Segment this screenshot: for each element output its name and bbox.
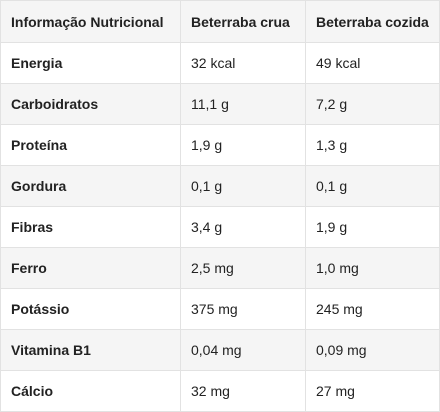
cooked-value: 245 mg xyxy=(305,288,440,330)
table-row: Vitamina B1 0,04 mg 0,09 mg xyxy=(0,329,440,371)
table-row: Gordura 0,1 g 0,1 g xyxy=(0,165,440,207)
table-body: Energia 32 kcal 49 kcal Carboidratos 11,… xyxy=(0,42,440,412)
table-row: Carboidratos 11,1 g 7,2 g xyxy=(0,83,440,125)
cooked-value: 0,1 g xyxy=(305,165,440,207)
header-nutrient: Informação Nutricional xyxy=(0,0,181,43)
raw-value: 375 mg xyxy=(180,288,306,330)
cooked-value: 0,09 mg xyxy=(305,329,440,371)
header-raw-beet: Beterraba crua xyxy=(180,0,306,43)
raw-value: 32 kcal xyxy=(180,42,306,84)
nutrient-name: Ferro xyxy=(0,247,181,289)
cooked-value: 27 mg xyxy=(305,370,440,412)
nutrient-name: Cálcio xyxy=(0,370,181,412)
raw-value: 11,1 g xyxy=(180,83,306,125)
table-row: Potássio 375 mg 245 mg xyxy=(0,288,440,330)
nutrient-name: Potássio xyxy=(0,288,181,330)
nutrient-name: Vitamina B1 xyxy=(0,329,181,371)
raw-value: 0,1 g xyxy=(180,165,306,207)
table-row: Ferro 2,5 mg 1,0 mg xyxy=(0,247,440,289)
table-row: Proteína 1,9 g 1,3 g xyxy=(0,124,440,166)
raw-value: 32 mg xyxy=(180,370,306,412)
raw-value: 3,4 g xyxy=(180,206,306,248)
nutrient-name: Gordura xyxy=(0,165,181,207)
header-row: Informação Nutricional Beterraba crua Be… xyxy=(0,0,440,43)
cooked-value: 1,3 g xyxy=(305,124,440,166)
cooked-value: 1,0 mg xyxy=(305,247,440,289)
cooked-value: 49 kcal xyxy=(305,42,440,84)
table-header: Informação Nutricional Beterraba crua Be… xyxy=(0,0,440,43)
table-row: Energia 32 kcal 49 kcal xyxy=(0,42,440,84)
table-row: Cálcio 32 mg 27 mg xyxy=(0,370,440,412)
cooked-value: 7,2 g xyxy=(305,83,440,125)
raw-value: 0,04 mg xyxy=(180,329,306,371)
raw-value: 2,5 mg xyxy=(180,247,306,289)
raw-value: 1,9 g xyxy=(180,124,306,166)
nutrient-name: Energia xyxy=(0,42,181,84)
nutrient-name: Proteína xyxy=(0,124,181,166)
header-cooked-beet: Beterraba cozida xyxy=(305,0,440,43)
table-row: Fibras 3,4 g 1,9 g xyxy=(0,206,440,248)
nutrient-name: Fibras xyxy=(0,206,181,248)
nutrient-name: Carboidratos xyxy=(0,83,181,125)
cooked-value: 1,9 g xyxy=(305,206,440,248)
